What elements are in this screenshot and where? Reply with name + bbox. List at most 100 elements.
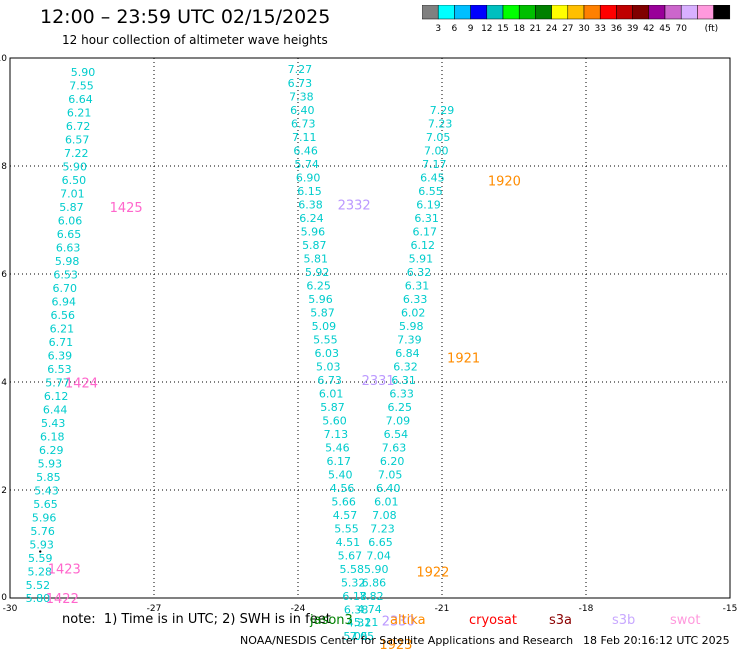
swh-value-label: 6.72 (66, 120, 91, 133)
swh-value-label: 5.87 (59, 201, 84, 214)
x-tick-label: -27 (147, 604, 162, 614)
swh-value-label: 6.38 (344, 603, 369, 616)
swh-value-label: 7.05 (378, 468, 403, 481)
swh-value-label: 6.44 (43, 404, 68, 417)
swh-value-label: 5.76 (30, 525, 55, 538)
swh-value-label: 6.17 (412, 225, 437, 238)
swh-value-label: 5.21 (354, 616, 379, 629)
swh-value-label: 5.03 (316, 360, 341, 373)
swh-value-label: 6.02 (401, 306, 426, 319)
swh-value-label: 5.28 (28, 566, 53, 579)
colorbar-label: 42 (643, 24, 654, 34)
swh-value-label: 6.40 (290, 104, 315, 117)
swh-value-label: 7.00 (424, 144, 449, 157)
swh-value-label: 5.98 (399, 320, 424, 333)
swh-value-label: 6.32 (393, 360, 418, 373)
swh-value-label: 6.40 (376, 482, 401, 495)
swh-value-label: 4.56 (330, 482, 355, 495)
swh-value-label: 6.15 (297, 185, 322, 198)
swh-value-label: 4.57 (333, 509, 358, 522)
swh-value-label: 6.73 (288, 77, 313, 90)
swh-value-label: 7.38 (289, 90, 314, 103)
swh-value-label: 6.25 (306, 279, 331, 292)
mission-jason3: jason3 (310, 613, 353, 628)
swh-value-label: 5.93 (29, 539, 54, 552)
swh-value-label: 5.43 (41, 417, 66, 430)
y-tick-label: 2 (1, 486, 7, 496)
y-tick-label: 6 (1, 270, 7, 280)
swh-value-label: 6.01 (319, 387, 344, 400)
swh-value-label: 6.33 (403, 293, 428, 306)
swh-value-label: 7.23 (370, 522, 395, 535)
swh-value-label: 4.31 (347, 616, 372, 629)
swh-value-label: 5.32 (341, 576, 366, 589)
pass-time-label: 2331 (362, 374, 395, 389)
swh-value-label: 5.43 (34, 485, 59, 498)
swh-value-label: 5.90 (364, 563, 389, 576)
y-tick-label: 8 (1, 162, 7, 172)
colorbar-label: 6 (452, 24, 458, 34)
mission-cryosat: cryosat (469, 613, 517, 628)
swh-value-label: 5.91 (409, 252, 434, 265)
swh-value-label: 6.01 (374, 495, 399, 508)
pass-time-label: 2332 (338, 198, 371, 213)
swh-value-label: 6.73 (291, 117, 316, 130)
swh-value-label: 7.08 (372, 509, 397, 522)
chart-title: 12:00 – 23:59 UTC 02/15/2025 (40, 6, 331, 28)
swh-value-label: 6.90 (296, 171, 321, 184)
swh-value-label: 6.32 (407, 266, 432, 279)
swh-value-label: 6.65 (368, 536, 393, 549)
swh-value-label: 7.55 (69, 80, 94, 93)
footer-credit: NOAA/NESDIS Center for Satellite Applica… (240, 634, 574, 647)
swh-value-label: 6.53 (47, 363, 72, 376)
x-tick-label: -21 (435, 604, 450, 614)
swh-value-label: 5.80 (26, 592, 51, 605)
swh-value-label: 6.12 (44, 390, 69, 403)
colorbar-label: 18 (513, 24, 525, 34)
swh-value-label: 6.31 (414, 212, 439, 225)
swh-value-label: 7.27 (288, 63, 313, 76)
swh-value-label: 6.19 (416, 198, 441, 211)
swh-value-label: 5.92 (305, 266, 330, 279)
swh-value-label: 6.84 (395, 347, 420, 360)
swh-value-label: 7.63 (382, 441, 407, 454)
x-tick-label: -15 (723, 604, 738, 614)
swh-value-label: 4.51 (336, 536, 361, 549)
swh-value-label: 6.53 (53, 269, 78, 282)
swh-value-label: 5.87 (302, 239, 327, 252)
pass-time-label: 1923 (379, 638, 412, 650)
swh-value-label: 6.31 (405, 279, 430, 292)
mission-swot: swot (670, 613, 701, 628)
swh-value-label: 5.77 (45, 377, 70, 390)
swh-value-label: 6.20 (380, 455, 405, 468)
swh-value-label: 5.52 (26, 579, 51, 592)
swh-value-label: 6.31 (391, 374, 416, 387)
swh-value-label: 7.82 (359, 590, 384, 603)
swh-value-label: 6.33 (389, 387, 414, 400)
data-point-mark (39, 550, 42, 553)
colorbar-label: 15 (497, 24, 508, 34)
colorbar-label: 24 (546, 24, 558, 34)
colorbar-label: (ft) (705, 24, 719, 34)
swh-value-label: 5.66 (331, 495, 356, 508)
colorbar-label: 33 (594, 24, 605, 34)
swh-value-label: 6.46 (293, 144, 318, 157)
swh-value-label: 7.39 (397, 333, 422, 346)
swh-value-label: 7.17 (422, 158, 447, 171)
swh-value-label: 6.56 (51, 309, 76, 322)
swh-value-label: 6.18 (40, 431, 65, 444)
swh-value-label: 5.90 (63, 161, 88, 174)
swh-value-label: 7.13 (324, 428, 349, 441)
colorbar-label: 39 (627, 24, 639, 34)
swh-value-label: 5.81 (304, 252, 329, 265)
chart-subtitle: 12 hour collection of altimeter wave hei… (62, 33, 328, 47)
swh-value-label: 5.93 (38, 458, 63, 471)
swot-track-2: 7.276.737.386.406.737.116.465.746.906.15… (288, 63, 372, 643)
swh-value-label: 7.09 (386, 414, 411, 427)
swh-value-label: 4.74 (357, 603, 382, 616)
swh-value-label: 5.90 (71, 66, 96, 79)
swh-value-label: 6.21 (67, 107, 92, 120)
swh-value-label: 5.59 (28, 552, 53, 565)
swh-value-label: 6.18 (342, 590, 367, 603)
swh-value-label: 6.17 (327, 455, 352, 468)
